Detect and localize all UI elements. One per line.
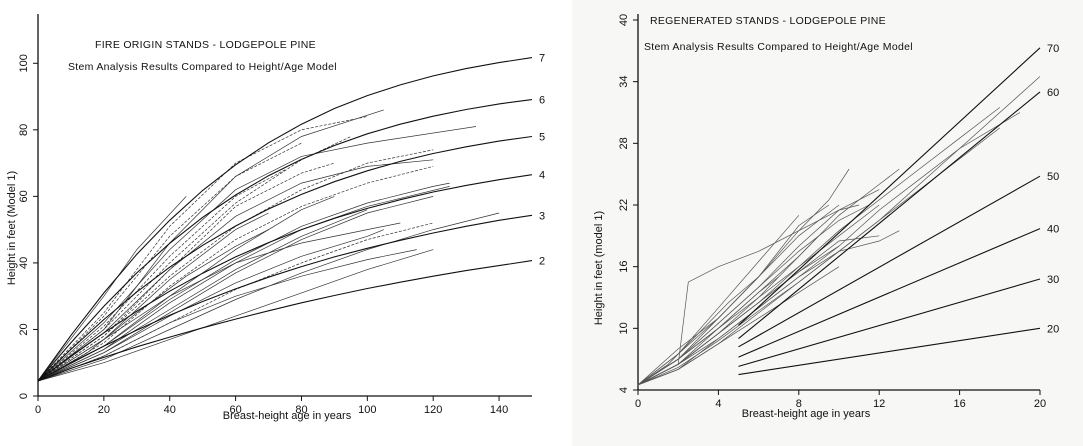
stem-analysis-line	[637, 276, 779, 386]
curve-label-70: 70	[539, 53, 545, 65]
stem-analysis-line	[637, 204, 840, 386]
stem-analysis-line	[37, 166, 434, 382]
y-tick-label: 4	[618, 387, 630, 393]
chart-title: FIRE ORIGIN STANDS - LODGEPOLE PINE	[95, 39, 316, 51]
y-tick-label: 0	[18, 393, 30, 399]
y-tick-label: 16	[618, 261, 630, 273]
x-tick-label: 60	[229, 404, 241, 416]
y-tick-label: 100	[18, 54, 30, 72]
x-tick-label: 80	[295, 404, 307, 416]
model-curve-70	[738, 47, 1041, 326]
stem-analysis-line	[637, 204, 860, 386]
y-tick-label: 22	[618, 199, 630, 211]
y-tick-label: 28	[618, 137, 630, 149]
curve-label-20: 20	[539, 256, 545, 268]
chart-title: REGENERATED STANDS - LODGEPOLE PINE	[650, 15, 886, 27]
y-tick-label: 80	[18, 124, 30, 136]
x-tick-label: 0	[635, 398, 641, 410]
stem-analysis-line	[37, 196, 187, 382]
curve-label-50: 50	[1047, 171, 1059, 183]
stem-analysis-line	[37, 149, 434, 382]
stem-analysis-line	[37, 249, 417, 382]
curve-label-20: 20	[1047, 323, 1059, 335]
model-curve-30	[738, 278, 1041, 367]
model-curve-70	[37, 57, 533, 382]
model-curve-50	[738, 175, 1041, 348]
curve-label-70: 70	[1047, 43, 1059, 55]
stem-analysis-line	[37, 142, 302, 382]
stem-analysis-line	[37, 136, 352, 382]
x-tick-label: 100	[358, 404, 376, 416]
y-axis-label: Height in feet (model 1)	[593, 211, 605, 325]
stem-analysis-line	[37, 249, 434, 382]
x-tick-label: 140	[490, 404, 508, 416]
stem-analysis-line	[37, 162, 335, 382]
stem-analysis-line	[637, 168, 850, 386]
x-tick-label: 16	[953, 398, 965, 410]
stem-analysis-line	[37, 116, 368, 382]
x-axis-label: Breast-height age in years	[742, 408, 871, 420]
y-tick-label: 40	[618, 14, 630, 26]
model-curve-30	[37, 214, 533, 382]
x-tick-label: 120	[424, 404, 442, 416]
stem-analysis-line	[37, 209, 368, 382]
x-tick-label: 8	[796, 398, 802, 410]
y-tick-label: 34	[618, 76, 630, 88]
curve-label-60: 60	[1047, 87, 1059, 99]
model-curve-40	[738, 228, 1041, 358]
x-tick-label: 20	[1034, 398, 1046, 410]
stem-analysis-line	[37, 159, 434, 382]
x-tick-label: 20	[98, 404, 110, 416]
model-curve-60	[738, 91, 1041, 340]
stem-analysis-line	[37, 186, 450, 382]
stem-analysis-line	[637, 215, 800, 386]
stem-analysis-line	[37, 126, 477, 382]
x-tick-label: 12	[873, 398, 885, 410]
curve-label-60: 60	[539, 95, 545, 107]
fire-origin-chart: FIRE ORIGIN STANDS - LODGEPOLE PINE Stem…	[6, 14, 545, 422]
stem-analysis-line	[637, 204, 830, 386]
y-tick-label: 10	[618, 322, 630, 334]
regenerated-chart-panel: REGENERATED STANDS - LODGEPOLE PINE Stem…	[572, 0, 1083, 446]
chart-subtitle: Stem Analysis Results Compared to Height…	[644, 41, 913, 53]
curve-label-50: 50	[539, 131, 545, 143]
model-curve-60	[37, 99, 533, 382]
curve-label-40: 40	[1047, 224, 1059, 236]
x-tick-label: 0	[35, 404, 41, 416]
regenerated-chart: REGENERATED STANDS - LODGEPOLE PINE Stem…	[593, 14, 1059, 420]
chart-subtitle: Stem Analysis Results Compared to Height…	[68, 61, 337, 73]
stem-analysis-line	[637, 230, 900, 386]
fire-origin-chart-panel: FIRE ORIGIN STANDS - LODGEPOLE PINE Stem…	[6, 14, 545, 422]
y-tick-label: 60	[18, 190, 30, 202]
x-tick-label: 40	[164, 404, 176, 416]
y-tick-label: 20	[18, 323, 30, 335]
stem-analysis-line	[37, 169, 286, 382]
x-axis-label: Breast-height age in years	[223, 410, 352, 422]
curve-label-30: 30	[1047, 274, 1059, 286]
model-curve-20	[738, 327, 1041, 376]
stem-analysis-line	[37, 229, 269, 382]
stem-analysis-line	[637, 235, 880, 386]
y-axis-label: Height in feet (Model 1)	[6, 171, 18, 285]
stem-analysis-line	[637, 276, 759, 386]
stem-analysis-line	[637, 235, 820, 386]
y-tick-label: 40	[18, 257, 30, 269]
model-curve-50	[37, 135, 533, 382]
curve-label-40: 40	[539, 170, 545, 182]
x-tick-label: 4	[715, 398, 721, 410]
model-curve-40	[37, 174, 533, 382]
stem-analysis-line	[37, 229, 384, 382]
model-curve-20	[37, 260, 533, 382]
curve-label-30: 30	[539, 210, 545, 222]
